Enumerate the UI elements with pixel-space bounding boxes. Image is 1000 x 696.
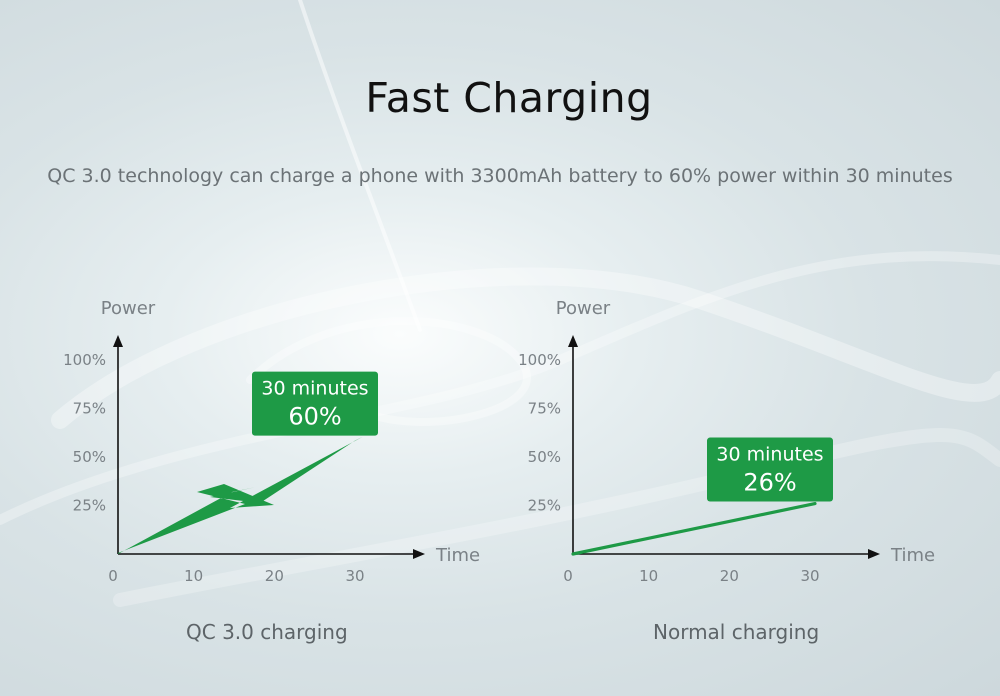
y-tick-label: 50% bbox=[73, 448, 106, 466]
chart-caption: Normal charging bbox=[653, 620, 820, 644]
x-axis-title: Time bbox=[890, 545, 935, 566]
x-tick-label: 30 bbox=[345, 567, 364, 585]
callout-box bbox=[707, 437, 833, 502]
y-axis-title: Power bbox=[556, 298, 611, 319]
x-tick-label: 10 bbox=[184, 567, 203, 585]
x-axis-title: Time bbox=[435, 545, 480, 566]
callout-value-label: 60% bbox=[288, 403, 341, 431]
y-tick-label: 50% bbox=[528, 448, 561, 466]
y-tick-label: 75% bbox=[528, 400, 561, 418]
x-tick-label: 20 bbox=[720, 567, 739, 585]
callout-time-label: 30 minutes bbox=[261, 378, 368, 400]
normal-charging-chart: Power Time 25% 50% 75% 100% 0 10 20 30 30 minutes 2… bbox=[495, 285, 975, 655]
x-tick-label: 0 bbox=[563, 567, 573, 585]
y-tick-label: 25% bbox=[528, 497, 561, 515]
callout-time-label: 30 minutes bbox=[716, 444, 823, 466]
y-axis-arrow bbox=[568, 335, 578, 347]
x-tick-label: 0 bbox=[108, 567, 118, 585]
x-axis-arrow bbox=[413, 549, 425, 559]
page-subtitle: QC 3.0 technology can charge a phone wit… bbox=[47, 165, 953, 187]
x-axis-arrow bbox=[868, 549, 880, 559]
x-tick-label: 20 bbox=[265, 567, 284, 585]
qc-charging-chart-svg: Power Time 25% 50% 75% 100% 0 10 20 30 30 minutes 6… bbox=[63, 298, 480, 585]
callout-box bbox=[252, 371, 378, 436]
x-tick-label: 30 bbox=[800, 567, 819, 585]
y-tick-label: 75% bbox=[73, 400, 106, 418]
y-axis-arrow bbox=[113, 335, 123, 347]
qc-series-bolt bbox=[118, 436, 363, 554]
x-tick-label: 10 bbox=[639, 567, 658, 585]
y-tick-label: 25% bbox=[73, 497, 106, 515]
page-title: Fast Charging bbox=[365, 74, 653, 122]
y-tick-label: 100% bbox=[63, 351, 106, 369]
qc-charging-chart: Power Time 25% 50% 75% 100% 0 10 20 30 30 minutes 6… bbox=[40, 285, 520, 655]
y-tick-label: 100% bbox=[518, 351, 561, 369]
callout-value-label: 26% bbox=[743, 469, 796, 497]
normal-charging-chart-svg: Power Time 25% 50% 75% 100% 0 10 20 30 30 minutes 2… bbox=[518, 298, 935, 585]
y-axis-title: Power bbox=[101, 298, 156, 319]
normal-series-line bbox=[571, 501, 817, 556]
chart-caption: QC 3.0 charging bbox=[186, 620, 348, 644]
